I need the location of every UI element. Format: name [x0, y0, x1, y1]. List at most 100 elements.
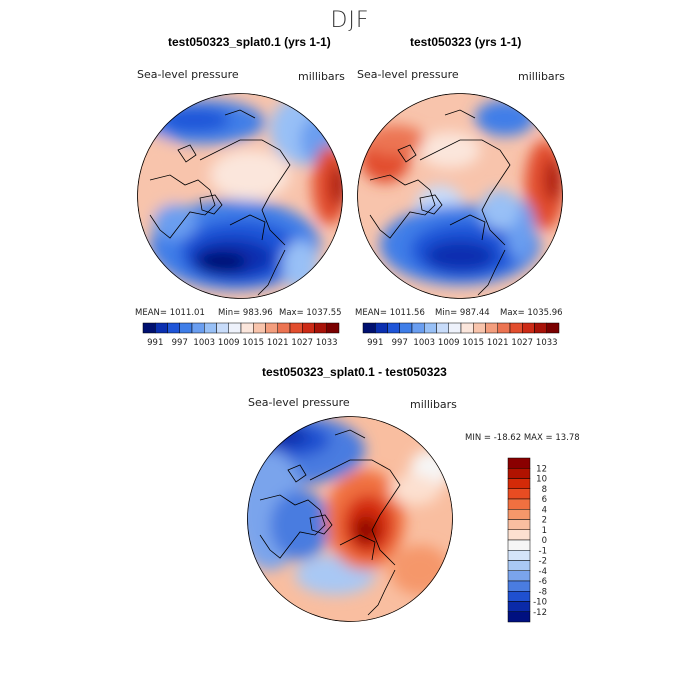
panel2-title: test050323 (yrs 1-1): [410, 35, 522, 49]
panel1-colorbar-tick: 1015: [242, 338, 264, 348]
panel3-colorbar-tick: -6: [539, 577, 547, 587]
panel1-title: test050323_splat0.1 (yrs 1-1): [168, 35, 331, 49]
panel2-colorbar-swatch: [497, 322, 511, 334]
panel2-mean: MEAN= 1011.56: [355, 308, 425, 318]
panel1-min: Min= 983.96: [218, 308, 273, 318]
panel2-colorbar-swatch: [436, 322, 449, 334]
panel3-colorbar-tick: -1: [539, 546, 547, 556]
panel3-colorbar-swatch: [507, 498, 531, 510]
panel3-colorbar-swatch: [507, 611, 531, 623]
panel3-colorbar-swatch: [507, 529, 531, 541]
panel2-colorbar-tick: 1015: [462, 338, 484, 348]
panel3-colorbar-tick: -4: [539, 567, 547, 577]
panel3-units: millibars: [410, 398, 457, 411]
panel3-colorbar-tick: 10: [536, 475, 547, 485]
panel2-colorbar-swatch: [460, 322, 474, 334]
panel2-units: millibars: [518, 70, 565, 83]
panel3-colorbar-swatch: [507, 539, 531, 551]
panel3-colorbar-tick: 8: [542, 485, 547, 495]
panel3-colorbar-swatch: [507, 509, 531, 520]
panel3-minmax: MIN = -18.62 MAX = 13.78: [465, 433, 580, 443]
panel1-mean: MEAN= 1011.01: [135, 308, 205, 318]
panel3-colorbar-tick: -10: [533, 598, 547, 608]
panel2-variable: Sea-level pressure: [357, 68, 459, 81]
panel2-colorbar-swatch: [448, 322, 462, 334]
panel1-colorbar-tick: 1021: [267, 338, 289, 348]
panel3-colorbar-tick: -2: [539, 557, 547, 567]
panel3-colorbar-swatch: [507, 468, 531, 479]
panel1-colorbar-tick: 1027: [291, 338, 313, 348]
panel2-colorbar-swatch: [534, 322, 547, 334]
panel3-colorbar-tick: 4: [542, 505, 547, 515]
panel3-colorbar-swatch: [507, 560, 531, 571]
panel2-colorbar-tick: 997: [392, 338, 408, 348]
panel3-colorbar-tick: 6: [542, 495, 547, 505]
panel1-colorbar-swatch: [191, 322, 205, 334]
panel2-colorbar-tick: 1033: [536, 338, 558, 348]
panel1-variable: Sea-level pressure: [137, 68, 239, 81]
panel1-colorbar-swatch: [277, 322, 291, 334]
panel2-max: Max= 1035.96: [500, 308, 563, 318]
panel1-colorbar-swatch: [155, 322, 168, 334]
panel3-colorbar-tick: 2: [542, 516, 547, 526]
panel1-colorbar-swatch: [289, 322, 303, 334]
panel3-title: test050323_splat0.1 - test050323: [262, 365, 447, 379]
panel3-colorbar-tick: 12: [536, 464, 547, 474]
panel2-colorbar-swatch: [399, 322, 413, 334]
panel1-colorbar-swatch: [253, 322, 266, 334]
panel1-colorbar-swatch: [240, 322, 254, 334]
panel1-colorbar-swatch: [204, 322, 217, 334]
panel1-map: [137, 93, 343, 299]
season-title: DJF: [330, 8, 370, 33]
panel1-colorbar-tick: 1003: [193, 338, 215, 348]
panel2-map: [357, 93, 563, 299]
panel3-colorbar-swatch: [507, 457, 531, 469]
panel1-colorbar-swatch: [179, 322, 193, 334]
panel1-colorbar-swatch: [302, 322, 315, 334]
panel1-colorbar-swatch: [167, 322, 180, 334]
panel1-colorbar-tick: 1033: [316, 338, 338, 348]
panel2-min: Min= 987.44: [435, 308, 490, 318]
panel1-colorbar-swatch: [142, 322, 156, 334]
panel2-colorbar-swatch: [424, 322, 437, 334]
panel3-colorbar-swatch: [507, 478, 531, 489]
panel3-colorbar-tick: -8: [539, 587, 547, 597]
panel3-colorbar-swatch: [507, 488, 531, 500]
panel1-max: Max= 1037.55: [279, 308, 342, 318]
panel2-colorbar-swatch: [473, 322, 486, 334]
panel2-colorbar-tick: 1003: [413, 338, 435, 348]
panel1-colorbar-swatch: [314, 322, 327, 334]
panel2-colorbar-swatch: [509, 322, 523, 334]
panel2-colorbar-tick: 991: [367, 338, 383, 348]
panel3-colorbar-swatch: [507, 580, 531, 592]
panel2-colorbar-swatch: [522, 322, 535, 334]
panel1-colorbar-swatch: [216, 322, 229, 334]
panel3-colorbar-swatch: [507, 519, 531, 530]
panel1-colorbar-tick: 991: [147, 338, 163, 348]
panel2-colorbar-swatch: [387, 322, 400, 334]
panel2-colorbar-tick: 1027: [511, 338, 533, 348]
panel1-colorbar-swatch: [265, 322, 278, 334]
panel3-colorbar-swatch: [507, 601, 531, 612]
panel2-colorbar-swatch: [411, 322, 425, 334]
panel2-colorbar-swatch: [362, 322, 376, 334]
panel3-map: [247, 416, 453, 622]
panel1-colorbar-tick: 1009: [218, 338, 240, 348]
panel3-colorbar-tick: -12: [533, 608, 547, 618]
panel1-colorbar-swatch: [228, 322, 242, 334]
panel2-colorbar-tick: 1021: [487, 338, 509, 348]
panel3-colorbar-swatch: [507, 591, 531, 602]
panel2-colorbar-swatch: [375, 322, 388, 334]
panel1-colorbar-swatch: [326, 322, 340, 334]
panel3-colorbar-swatch: [507, 570, 531, 582]
panel1-units: millibars: [298, 70, 345, 83]
panel3-colorbar-swatch: [507, 550, 531, 561]
panel2-colorbar-swatch: [485, 322, 498, 334]
panel2-colorbar-swatch: [546, 322, 560, 334]
panel3-colorbar-tick: 0: [542, 536, 547, 546]
panel3-variable: Sea-level pressure: [248, 396, 350, 409]
panel2-colorbar-tick: 1009: [438, 338, 460, 348]
panel3-colorbar-tick: 1: [542, 526, 547, 536]
panel1-colorbar-tick: 997: [172, 338, 188, 348]
